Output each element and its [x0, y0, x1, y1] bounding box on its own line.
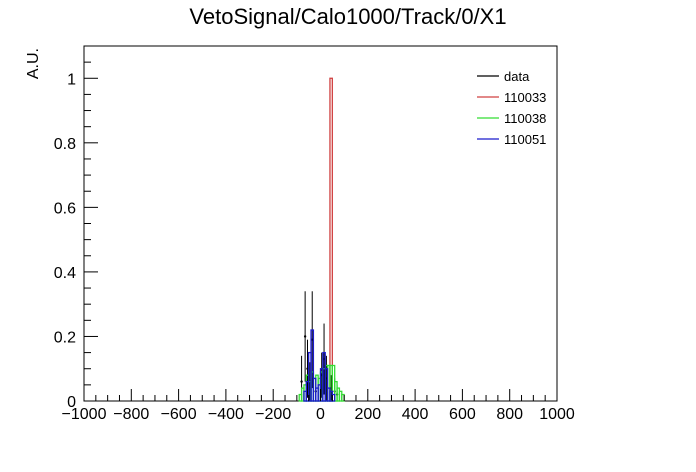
- legend-label-110033: 110033: [504, 90, 546, 105]
- y-tick-label: 0.4: [54, 265, 76, 282]
- histogram-bin: [310, 329, 315, 402]
- y-tick-label: 0: [67, 394, 76, 411]
- x-tick-label: 1000: [539, 406, 575, 423]
- x-tick-label: −400: [208, 406, 244, 423]
- y-tick-label: 0.2: [54, 329, 76, 346]
- legend-label-data: data: [504, 69, 530, 84]
- x-tick-label: −1000: [62, 406, 107, 423]
- series-110033: [329, 77, 333, 402]
- x-tick-label: 200: [354, 406, 381, 423]
- x-tick-label: −200: [255, 406, 291, 423]
- x-tick-label: 0: [316, 406, 325, 423]
- plot-frame: [83, 45, 558, 402]
- histogram-bin: [324, 368, 329, 402]
- x-tick-label: 600: [449, 406, 476, 423]
- y-tick-label: 1: [67, 71, 76, 88]
- y-tick-label: 0.8: [54, 136, 76, 153]
- legend: data 110033 110038 110051: [477, 69, 546, 147]
- y-axis-title: A.U.: [25, 48, 42, 79]
- x-tick-label: −600: [161, 406, 197, 423]
- histogram-bin: [329, 77, 333, 402]
- series-layer: [298, 77, 345, 402]
- data-point: [300, 380, 303, 383]
- x-tick-label: 800: [496, 406, 523, 423]
- legend-label-110038: 110038: [504, 111, 546, 126]
- legend-label-110051: 110051: [504, 132, 546, 147]
- axis-ticks: −1000 −800 −600 −400 −200 0 200 400 600 800 1000 0 0…: [54, 45, 575, 423]
- y-tick-label: 0.6: [54, 200, 76, 217]
- x-tick-label: −800: [113, 406, 149, 423]
- x-tick-label: 400: [402, 406, 429, 423]
- chart-title: VetoSignal/Calo1000/Track/0/X1: [189, 4, 506, 29]
- data-point: [303, 335, 307, 338]
